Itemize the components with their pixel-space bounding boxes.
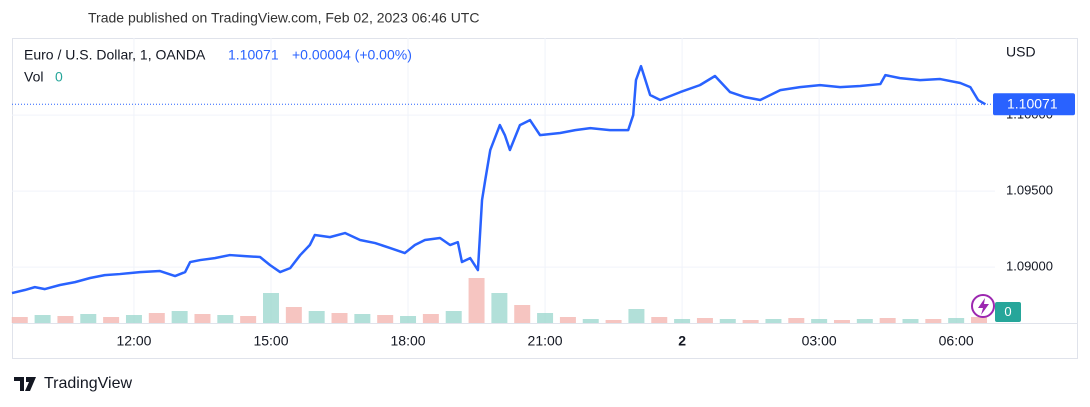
volume-bar (240, 316, 257, 323)
volume-bar (628, 309, 645, 323)
volume-bar (582, 319, 599, 323)
volume-bar (765, 319, 782, 323)
x-tick-label: 03:00 (802, 333, 837, 349)
volume-badge-value: 0 (1004, 304, 1011, 319)
volume-bar (217, 315, 234, 323)
volume-bar (468, 278, 485, 323)
volume-bar (11, 317, 28, 323)
volume-bar (605, 320, 622, 323)
y-tick-label: 1.09500 (1006, 183, 1053, 198)
volume-bar (422, 314, 439, 323)
volume-layer (11, 278, 988, 323)
last-price-box (993, 93, 1075, 116)
volume-bar (125, 315, 142, 323)
volume-bar (925, 319, 942, 323)
x-tick-label: 2 (678, 333, 686, 349)
x-tick-label: 06:00 (939, 333, 974, 349)
currency: USD (1006, 44, 1036, 60)
volume-bar (263, 293, 279, 323)
symbol: Euro / U.S. Dollar, 1, OANDA (24, 47, 206, 63)
volume-badge (995, 302, 1021, 322)
volume-bar (354, 314, 371, 323)
volume-bar (400, 316, 417, 323)
volume-bar (559, 317, 576, 323)
volume-bar (856, 319, 873, 323)
volume-bar (948, 318, 965, 323)
volume-bar (696, 318, 713, 323)
x-tick-label: 12:00 (116, 333, 151, 349)
x-tick-label: 18:00 (391, 333, 426, 349)
brand-logo (14, 377, 36, 391)
volume-bar (651, 317, 668, 323)
volume-bar (148, 313, 165, 323)
volume-bar (971, 317, 988, 323)
price-line (11, 64, 987, 295)
lightning-glyph (978, 298, 989, 315)
volume-bar (194, 314, 211, 323)
volume-bar (80, 314, 97, 323)
volume-label: Vol (24, 69, 43, 85)
volume-bar (879, 318, 896, 323)
legend-price: 1.10071 (228, 47, 279, 63)
volume-bar (57, 316, 74, 323)
volume-bar (377, 315, 394, 323)
grid (12, 38, 995, 323)
plot-layer (11, 64, 995, 295)
volume-bar (719, 319, 736, 323)
volume-bar (445, 311, 462, 323)
volume-bar (103, 317, 120, 323)
header-title: Trade published on TradingView.com, Feb … (88, 10, 479, 26)
volume-bar (514, 305, 531, 323)
volume-bar (537, 313, 554, 323)
volume-bar (34, 315, 51, 323)
volume-bar (902, 319, 919, 323)
volume-bar (171, 311, 188, 323)
y-tick-label: 1.09000 (1006, 259, 1053, 274)
volume-bar (788, 318, 805, 323)
legend-change: +0.00004 (+0.00%) (292, 47, 412, 63)
volume-bar (308, 311, 325, 323)
x-tick-label: 21:00 (528, 333, 563, 349)
brand: TradingView (44, 375, 132, 392)
last-price-label: 1.10071 (1007, 95, 1058, 111)
volume-bar (491, 293, 508, 323)
volume-bar (285, 307, 302, 323)
volume-bar (833, 320, 850, 323)
volume-bar (674, 319, 691, 323)
volume-bar (811, 319, 828, 323)
volume-bar (742, 320, 759, 323)
volume-value: 0 (55, 69, 63, 85)
x-tick-label: 15:00 (253, 333, 288, 349)
volume-bar (331, 313, 348, 323)
